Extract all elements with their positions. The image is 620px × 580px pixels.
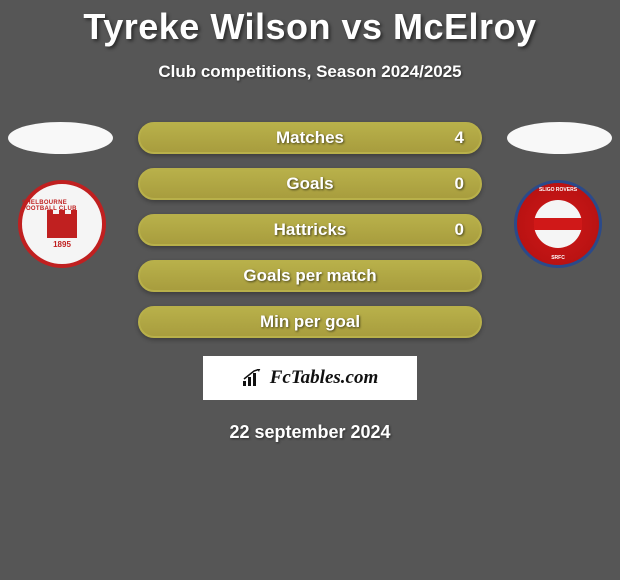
club-left-name: SHELBOURNE FOOTBALL CLUB (22, 200, 102, 212)
stat-bar-matches: Matches 4 (138, 122, 482, 154)
player-right-placeholder (507, 122, 612, 154)
page-title: Tyreke Wilson vs McElroy (0, 0, 620, 48)
stat-label: Goals per match (243, 266, 376, 286)
stat-value: 0 (455, 220, 464, 240)
date: 22 september 2024 (0, 422, 620, 443)
club-badge-right: SLIGO ROVERS SRFC (514, 180, 602, 268)
subtitle: Club competitions, Season 2024/2025 (0, 62, 620, 82)
stat-label: Hattricks (274, 220, 347, 240)
stat-value: 4 (455, 128, 464, 148)
watermark: FcTables.com (203, 356, 417, 400)
stat-label: Matches (276, 128, 344, 148)
watermark-text: FcTables.com (270, 367, 379, 389)
club-badge-left: SHELBOURNE FOOTBALL CLUB 1895 (18, 180, 106, 268)
stat-bar-min-per-goal: Min per goal (138, 306, 482, 338)
stat-bar-goals: Goals 0 (138, 168, 482, 200)
club-right-inner (534, 200, 582, 248)
stat-label: Goals (286, 174, 333, 194)
comparison-content: SHELBOURNE FOOTBALL CLUB 1895 SLIGO ROVE… (0, 122, 620, 443)
stat-value: 0 (455, 174, 464, 194)
club-left-year: 1895 (53, 240, 71, 249)
club-right-name: SLIGO ROVERS (539, 187, 577, 193)
castle-icon (47, 214, 77, 238)
player-left-placeholder (8, 122, 113, 154)
stat-bar-hattricks: Hattricks 0 (138, 214, 482, 246)
stat-label: Min per goal (260, 312, 360, 332)
stat-bar-goals-per-match: Goals per match (138, 260, 482, 292)
stat-bars: Matches 4 Goals 0 Hattricks 0 Goals per … (138, 122, 482, 338)
club-right-abbr: SRFC (551, 255, 565, 261)
stripe-icon (534, 218, 582, 230)
chart-icon (242, 369, 264, 387)
